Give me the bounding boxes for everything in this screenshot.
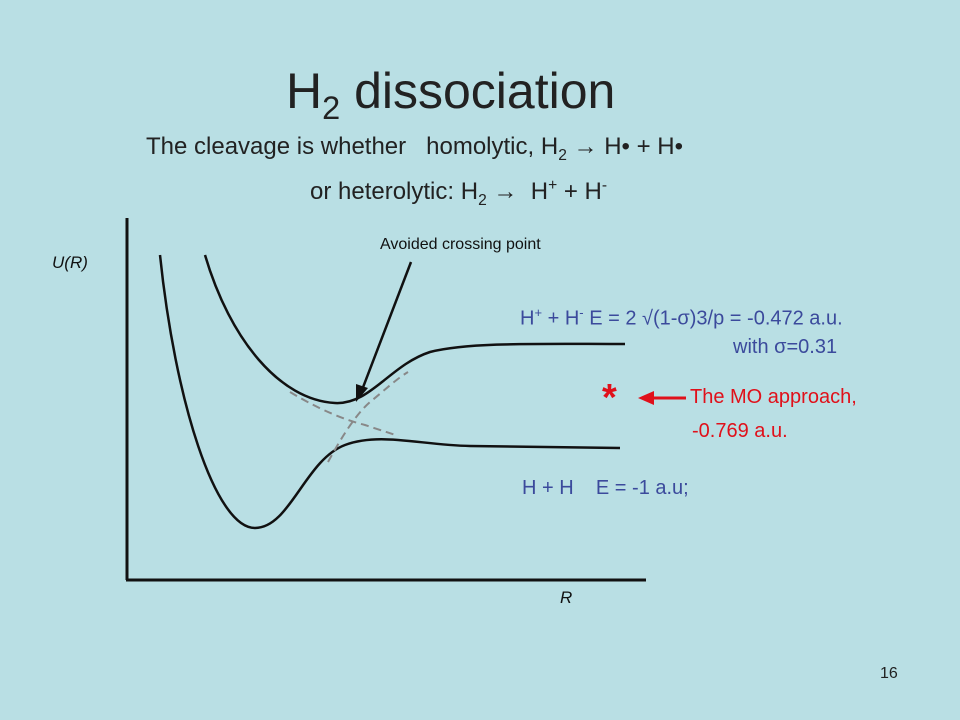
- title-text: dissociation: [340, 63, 616, 119]
- text: + H: [557, 178, 602, 205]
- text: or heterolytic: H: [310, 178, 479, 205]
- subtitle: or heterolytic: H2 → H+ + H-: [310, 177, 607, 210]
- text: H: [520, 307, 535, 330]
- ionic-annotation: H+ + H- E = 2 √(1-σ)3/p = -0.472 a.u.: [520, 305, 843, 331]
- sigma-note: with σ=0.31: [733, 336, 838, 358]
- diabatic-curve: [327, 371, 409, 463]
- red-arrow-head: [638, 391, 654, 405]
- arrow-head: [356, 384, 368, 402]
- upper-curve: [203, 254, 626, 405]
- sup: -: [579, 305, 584, 320]
- text: The cleavage is whether homolytic, H: [146, 133, 559, 160]
- mo-note: -0.769 a.u.: [692, 420, 788, 442]
- text: → H• + H•: [566, 133, 684, 160]
- text: → H: [486, 178, 549, 205]
- title-text: H: [286, 63, 323, 119]
- lower-curve: [158, 254, 621, 530]
- subtitle: The cleavage is whether homolytic, H2 → …: [146, 133, 683, 165]
- text: + H: [542, 307, 580, 330]
- y-axis-label: U(R): [52, 253, 88, 272]
- crossing-label: Avoided crossing point: [380, 236, 541, 253]
- sub: 2: [478, 191, 487, 209]
- mo-note: The MO approach,: [690, 386, 857, 408]
- covalent-annotation: H + H E = -1 a.u;: [522, 477, 689, 499]
- sub: 2: [558, 146, 567, 164]
- x-axis-label: R: [560, 588, 573, 607]
- title-sub: 2: [322, 90, 341, 126]
- sup: +: [534, 305, 543, 320]
- diabatic-curve: [289, 391, 399, 437]
- title: H2 dissociation: [286, 62, 615, 127]
- text: E = 2 √(1-σ)3/p = -0.472 a.u.: [583, 307, 843, 330]
- sup: +: [548, 177, 558, 194]
- pointer-arrow: [360, 261, 413, 391]
- sup: -: [601, 177, 608, 194]
- page-number: 16: [880, 665, 898, 682]
- star: *: [602, 377, 617, 419]
